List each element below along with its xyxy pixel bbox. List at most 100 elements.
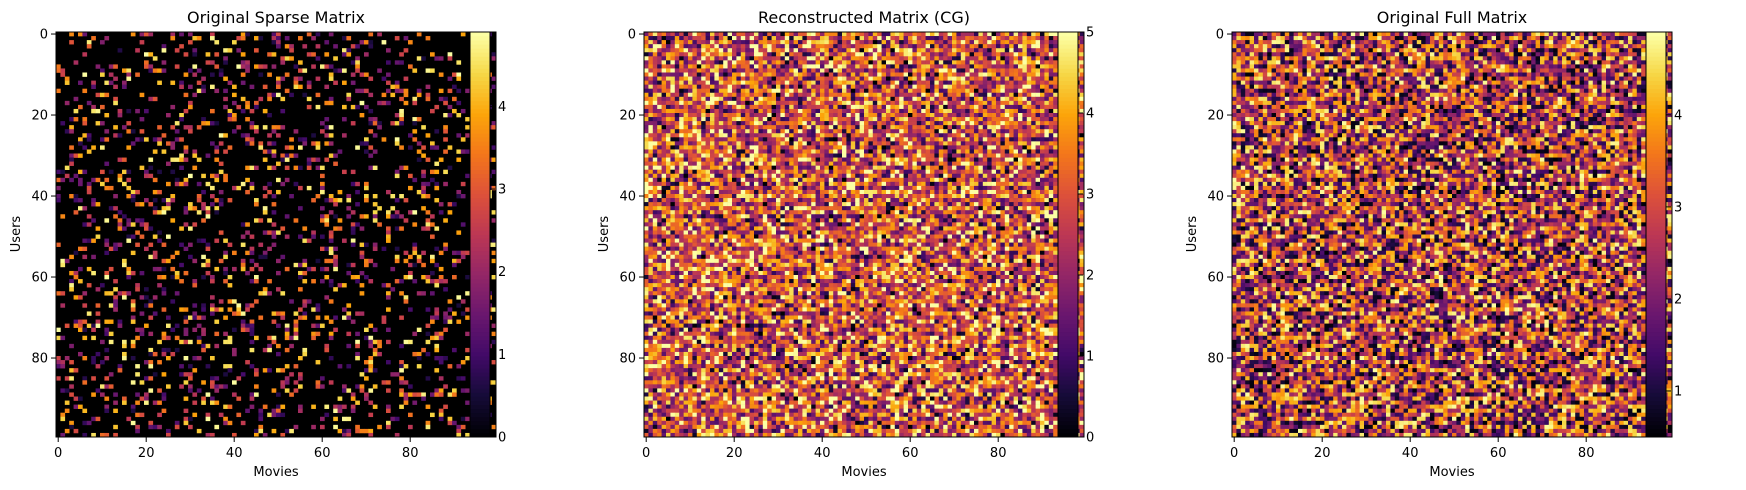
heatmap-cell	[991, 80, 997, 85]
heatmap-cell	[337, 408, 343, 413]
heatmap-cell	[284, 323, 290, 328]
heatmap-cell	[718, 76, 724, 81]
heatmap-cell	[276, 92, 281, 98]
heatmap-cell	[1053, 108, 1058, 114]
heatmap-cell	[73, 117, 79, 122]
heatmap-cell	[223, 279, 228, 284]
heatmap-cell	[666, 52, 671, 57]
heatmap-cell	[1026, 76, 1032, 81]
heatmap-cell	[899, 60, 904, 65]
heatmap-cell	[683, 36, 689, 41]
heatmap-cell	[390, 416, 396, 422]
heatmap-cell	[56, 242, 61, 247]
heatmap-cell	[148, 331, 154, 337]
heatmap-cell	[416, 392, 422, 397]
heatmap-cell	[1079, 104, 1085, 110]
heatmap-cell	[328, 380, 334, 385]
heatmap-cell	[276, 408, 281, 413]
heatmap-cell	[95, 92, 101, 98]
heatmap-cell	[943, 48, 948, 53]
heatmap-cell	[828, 68, 834, 73]
heatmap-cell	[644, 92, 649, 98]
heatmap-cell	[727, 32, 733, 37]
heatmap-cell	[696, 64, 702, 69]
heatmap-cell	[723, 100, 728, 106]
heatmap-cell	[1013, 52, 1019, 57]
heatmap-cell	[974, 48, 979, 53]
heatmap-cell	[666, 137, 671, 142]
heatmap-cell	[828, 52, 834, 57]
heatmap-cell	[355, 104, 360, 110]
heatmap-cell	[828, 80, 834, 85]
heatmap-cell	[657, 52, 662, 57]
heatmap-cell	[245, 307, 250, 312]
heatmap-cell	[815, 113, 821, 118]
heatmap-cell	[1026, 44, 1032, 49]
heatmap-cell	[139, 165, 145, 170]
heatmap-cell	[987, 44, 992, 49]
heatmap-cell	[881, 60, 887, 65]
heatmap-cell	[276, 125, 281, 130]
heatmap-cell	[443, 356, 448, 361]
heatmap-cell	[157, 141, 162, 146]
heatmap-cell	[157, 266, 162, 272]
heatmap-cell	[342, 307, 347, 312]
heatmap-cell	[710, 125, 715, 130]
heatmap-cell	[982, 104, 988, 110]
heatmap-cell	[1044, 137, 1050, 142]
heatmap-cell	[372, 339, 378, 345]
colorbar-segment	[470, 335, 490, 341]
heatmap-cell	[894, 137, 900, 142]
heatmap-cell	[196, 428, 202, 434]
heatmap-cell	[1013, 121, 1019, 126]
heatmap-cell	[60, 388, 66, 393]
heatmap-cell	[679, 88, 684, 94]
heatmap-cell	[916, 113, 922, 118]
heatmap-cell	[324, 222, 330, 227]
heatmap-cell	[789, 76, 794, 81]
colorbar-segment	[470, 327, 490, 333]
heatmap-cell	[64, 356, 70, 361]
heatmap-cell	[776, 92, 781, 98]
heatmap-cell	[280, 76, 286, 81]
heatmap-cell	[78, 266, 83, 272]
heatmap-cell	[806, 113, 812, 118]
heatmap-cell	[1035, 84, 1041, 89]
heatmap-cell	[864, 56, 869, 61]
heatmap-cell	[1018, 100, 1023, 106]
heatmap-cell	[710, 88, 715, 94]
heatmap-cell	[372, 351, 378, 357]
heatmap-cell	[815, 60, 821, 65]
heatmap-cell	[991, 72, 997, 77]
heatmap-cell	[815, 117, 821, 122]
heatmap-cell	[460, 149, 466, 154]
heatmap-cell	[696, 92, 702, 98]
heatmap-cell	[811, 129, 816, 134]
heatmap-cell	[368, 339, 374, 345]
heatmap-cell	[987, 121, 992, 126]
heatmap-cell	[666, 100, 671, 106]
heatmap-cell	[108, 291, 114, 296]
heatmap-cell	[240, 222, 246, 227]
heatmap-cell	[1044, 36, 1050, 41]
colorbar-segment	[470, 210, 490, 215]
heatmap-cell	[828, 36, 834, 41]
heatmap-cell	[833, 104, 838, 110]
heatmap-cell	[69, 384, 74, 389]
heatmap-cell	[284, 335, 290, 341]
heatmap-cell	[342, 52, 347, 57]
heatmap-cell	[108, 64, 114, 69]
heatmap-cell	[679, 121, 684, 126]
heatmap-cell	[740, 36, 746, 41]
heatmap-cell	[652, 80, 658, 85]
heatmap-cell	[223, 384, 228, 389]
heatmap-cell	[890, 84, 896, 89]
heatmap-cell	[1031, 121, 1036, 126]
heatmap-cell	[859, 36, 865, 41]
heatmap-cell	[868, 80, 874, 85]
heatmap-cell	[820, 104, 825, 110]
heatmap-cell	[403, 275, 409, 280]
heatmap-cell	[447, 319, 453, 324]
heatmap-cell	[78, 295, 83, 300]
heatmap-cell	[430, 335, 435, 341]
